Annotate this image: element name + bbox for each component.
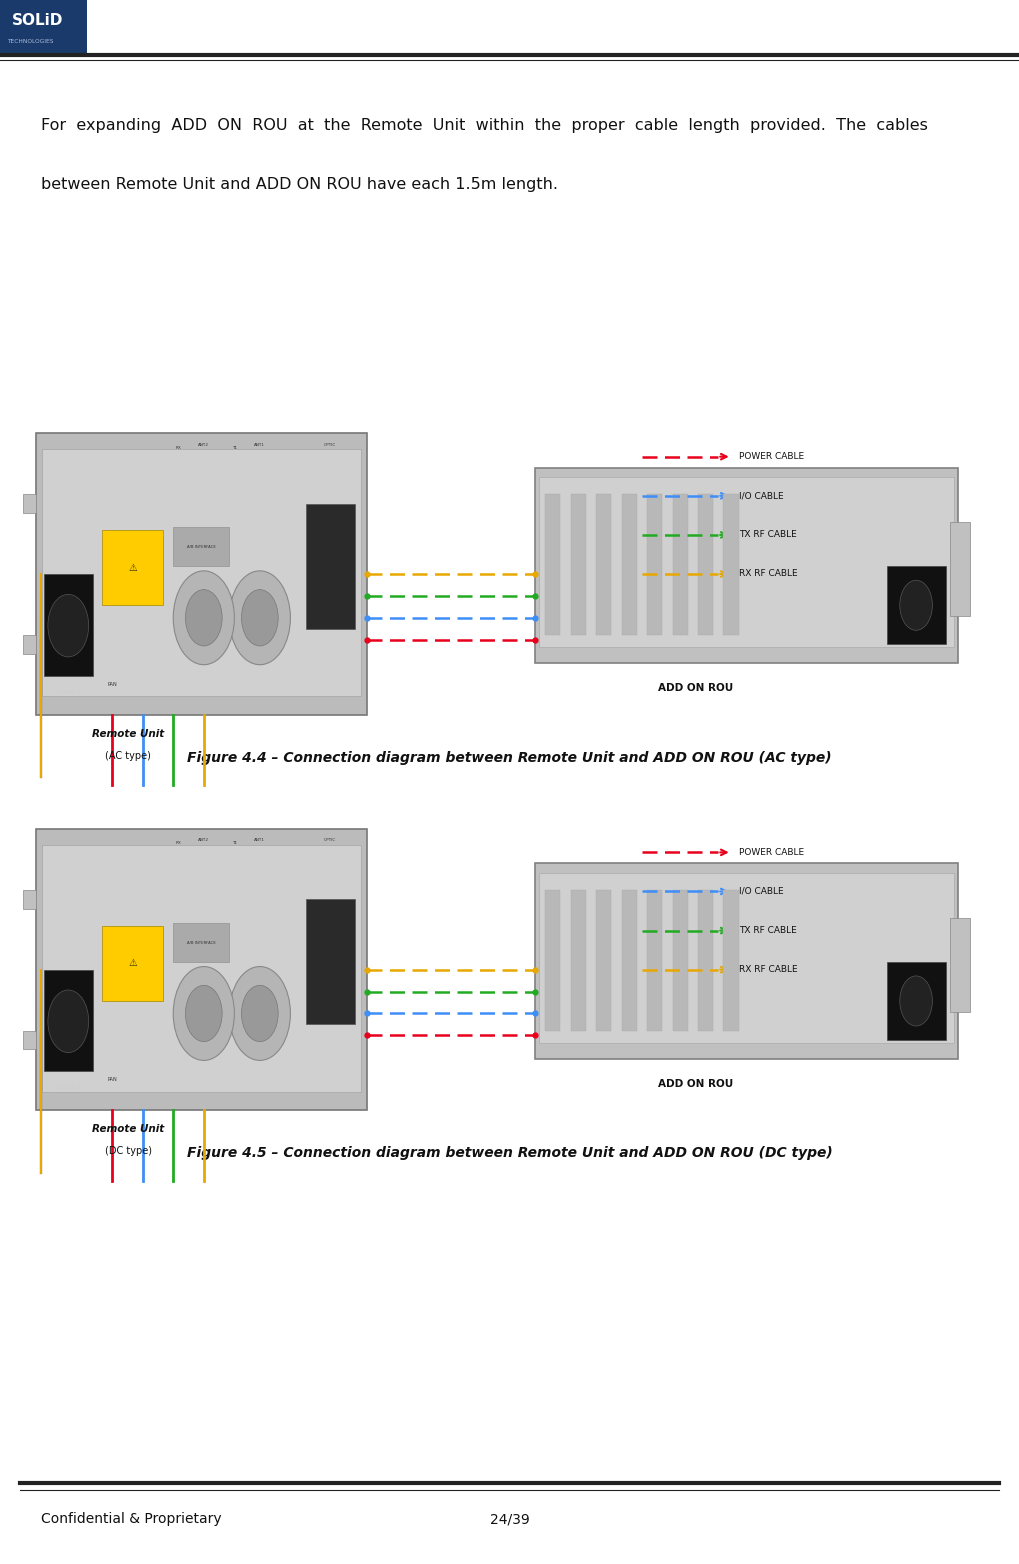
Bar [673, 494, 688, 635]
Text: ADD ON ROU: ADD ON ROU [658, 1079, 734, 1089]
Text: T1: T1 [232, 446, 236, 450]
Bar [535, 468, 958, 663]
Text: POWER IN: POWER IN [56, 1085, 81, 1090]
Bar [102, 530, 163, 605]
Bar [622, 494, 637, 635]
Bar [306, 899, 355, 1024]
Bar [698, 890, 713, 1031]
Text: ⚠: ⚠ [128, 959, 137, 968]
Bar [539, 477, 954, 647]
Circle shape [48, 990, 89, 1053]
Text: For  expanding  ADD  ON  ROU  at  the  Remote  Unit  within  the  proper  cable : For expanding ADD ON ROU at the Remote U… [41, 117, 927, 133]
Circle shape [185, 985, 222, 1042]
Circle shape [242, 985, 278, 1042]
Text: OPTIC: OPTIC [324, 838, 336, 843]
Text: I/O CABLE: I/O CABLE [739, 491, 784, 500]
Text: A/B INTERFACE: A/B INTERFACE [187, 546, 216, 549]
Text: RX RF CABLE: RX RF CABLE [739, 965, 798, 974]
Bar [571, 494, 586, 635]
Bar [950, 522, 970, 616]
Bar [596, 494, 611, 635]
Bar [0, 0, 87, 55]
Bar [950, 918, 970, 1012]
Bar [723, 890, 739, 1031]
Text: Confidential & Proprietary: Confidential & Proprietary [41, 1512, 221, 1526]
Bar [42, 845, 361, 1092]
Text: TECHNOLOGIES: TECHNOLOGIES [7, 39, 54, 44]
Bar [647, 890, 662, 1031]
Text: A/B INTERFACE: A/B INTERFACE [187, 942, 216, 945]
Bar [306, 504, 355, 629]
Circle shape [229, 967, 290, 1060]
Text: ⚠: ⚠ [128, 563, 137, 572]
Text: 24/39: 24/39 [489, 1512, 530, 1526]
Text: PAN: PAN [107, 1078, 117, 1082]
Circle shape [242, 590, 278, 646]
Bar [173, 527, 229, 566]
Text: RX: RX [175, 841, 181, 846]
Text: ANT2: ANT2 [199, 838, 209, 843]
Bar [23, 635, 36, 654]
Text: SOLiD: SOLiD [12, 14, 63, 28]
Bar [887, 962, 946, 1040]
Bar [23, 890, 36, 909]
Text: RX: RX [175, 446, 181, 450]
Bar [887, 566, 946, 644]
Circle shape [229, 571, 290, 665]
Bar [673, 890, 688, 1031]
Bar [44, 574, 93, 676]
Bar [622, 890, 637, 1031]
Text: I/O CABLE: I/O CABLE [739, 887, 784, 896]
Bar [36, 433, 367, 715]
Text: Remote Unit: Remote Unit [93, 729, 164, 738]
Text: between Remote Unit and ADD ON ROU have each 1.5m length.: between Remote Unit and ADD ON ROU have … [41, 177, 557, 192]
Circle shape [900, 580, 932, 630]
Bar [539, 873, 954, 1043]
Bar [647, 494, 662, 635]
Bar [44, 970, 93, 1071]
Text: ANT1: ANT1 [255, 443, 265, 447]
Text: POWER CABLE: POWER CABLE [739, 848, 804, 857]
Text: POWER CABLE: POWER CABLE [739, 452, 804, 461]
Circle shape [185, 590, 222, 646]
Bar [596, 890, 611, 1031]
Text: ANT1: ANT1 [255, 838, 265, 843]
Bar [535, 863, 958, 1059]
Text: Figure 4.4 – Connection diagram between Remote Unit and ADD ON ROU (AC type): Figure 4.4 – Connection diagram between … [187, 751, 832, 765]
Text: OPTIC: OPTIC [324, 443, 336, 447]
Text: ADD ON ROU: ADD ON ROU [658, 683, 734, 693]
Text: TX RF CABLE: TX RF CABLE [739, 530, 797, 540]
Circle shape [173, 967, 234, 1060]
Text: (AC type): (AC type) [105, 751, 152, 760]
Bar [545, 890, 560, 1031]
Text: ANT2: ANT2 [199, 443, 209, 447]
Text: PAN: PAN [107, 682, 117, 687]
Circle shape [900, 976, 932, 1026]
Bar [42, 449, 361, 696]
Text: T1: T1 [232, 841, 236, 846]
Text: Figure 4.5 – Connection diagram between Remote Unit and ADD ON ROU (DC type): Figure 4.5 – Connection diagram between … [186, 1146, 833, 1160]
Bar [102, 926, 163, 1001]
Text: TX RF CABLE: TX RF CABLE [739, 926, 797, 935]
Text: RX RF CABLE: RX RF CABLE [739, 569, 798, 579]
Circle shape [48, 594, 89, 657]
Text: (DC type): (DC type) [105, 1146, 152, 1156]
Circle shape [173, 571, 234, 665]
Bar [698, 494, 713, 635]
Bar [23, 1031, 36, 1049]
Text: POWER IN: POWER IN [56, 690, 81, 694]
Bar [723, 494, 739, 635]
Bar [36, 829, 367, 1110]
Bar [545, 494, 560, 635]
Bar [571, 890, 586, 1031]
Bar [23, 494, 36, 513]
Text: Remote Unit: Remote Unit [93, 1125, 164, 1134]
Bar [173, 923, 229, 962]
